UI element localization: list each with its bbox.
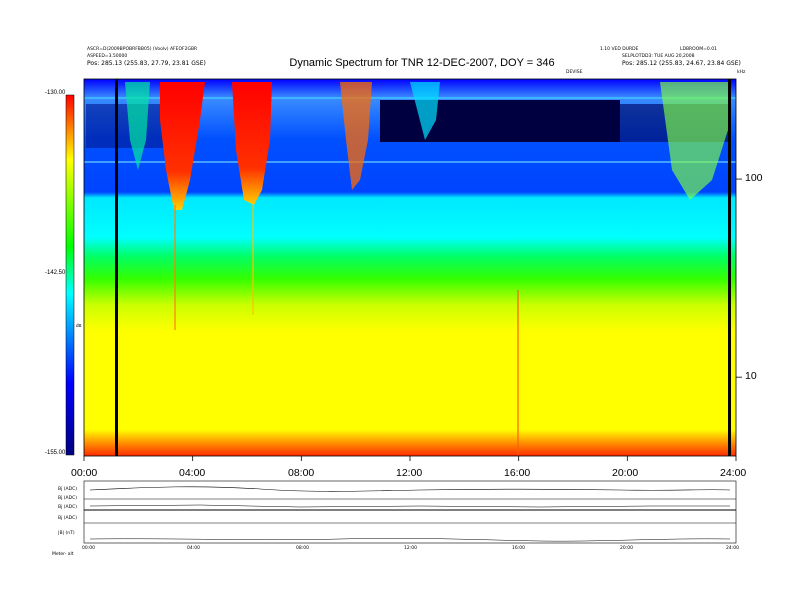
quiet-band-3 [86,104,166,148]
spike-16h [517,290,519,455]
colorbar-label-max: -130.00 [45,90,66,96]
panel-label-2: Bj (ADC) [58,496,77,501]
x-ticks [83,456,737,461]
header-left-1: ASCR=D(2009BPOBRFBB05) (Voolv) AFEOF2GBR [87,47,198,52]
header-right-2: SELPLOTDD3: TUE AUG 20,2008 [622,54,695,59]
bottom-left-label: Meter- alt [52,552,74,557]
burst-4 [125,82,150,170]
burst-2 [232,82,272,205]
quiet-band [380,100,620,142]
line-100khz [84,161,736,163]
chart-title: Dynamic Spectrum for TNR 12-DEC-2007, DO… [289,57,555,69]
burst-6 [410,82,440,140]
x-tick-2: 08:00 [288,467,315,479]
panel-label-1: Bj (ADC) [58,487,77,492]
header-left-3: Pos: 285.13 (255.83, 27.79, 23.81 GSE) [87,60,206,67]
bottom-tick-4: 16:00 [512,546,525,551]
panel-label-5: |B| (nT) [58,531,75,536]
trace-2 [89,504,730,508]
bottom-tick-0: 00:00 [82,546,95,551]
trace-3 [89,538,731,542]
line-top [84,97,736,99]
burst-3 [340,82,372,190]
bottom-tick-2: 08:00 [296,546,309,551]
burst-5 [660,82,730,200]
colorbar-label-min: -155.00 [45,450,66,456]
x-tick-3: 12:00 [396,467,423,479]
x-tick-6: 24:00 [720,467,747,479]
data-gap-line-1 [115,79,118,456]
x-tick-0: 00:00 [71,467,98,479]
x-tick-4: 16:00 [504,467,531,479]
header-right-3: Pos: 285.12 (255.83, 24.67, 23.84 GSE) [622,60,741,67]
data-gap-line-2 [728,79,731,456]
colorbar-unit: dB [76,323,82,328]
burst-1 [160,82,205,210]
panel-label-3: Bj (ADC) [58,505,77,510]
colorbar-label-mid: -142.50 [45,270,66,276]
y-tick-10: 10 [745,370,757,383]
header-left-2: ASPEED=3.50000 [87,54,128,59]
right-unit: kHz [737,70,746,75]
y-tick-100: 100 [745,172,763,185]
bottom-tick-5: 20:00 [620,546,633,551]
bottom-tick-1: 04:00 [187,546,200,551]
colorbar [65,94,75,456]
y-ticks [736,178,742,378]
bottom-tick-6: 24:00 [726,546,739,551]
bottom-panel-frame [83,480,737,544]
header-center-small: 1.10 VED DURDE [600,47,639,52]
header-center-small2: DEVISE [566,70,583,75]
header-right-1: LDBROOM=0.01 [680,47,717,52]
trace-1 [89,486,731,492]
bottom-tick-3: 12:00 [404,546,417,551]
spike-6h [252,205,254,315]
panel-label-4: Bj (ADC) [58,516,77,521]
x-tick-5: 20:00 [612,467,639,479]
spike-3h [174,205,176,330]
x-tick-1: 04:00 [179,467,206,479]
